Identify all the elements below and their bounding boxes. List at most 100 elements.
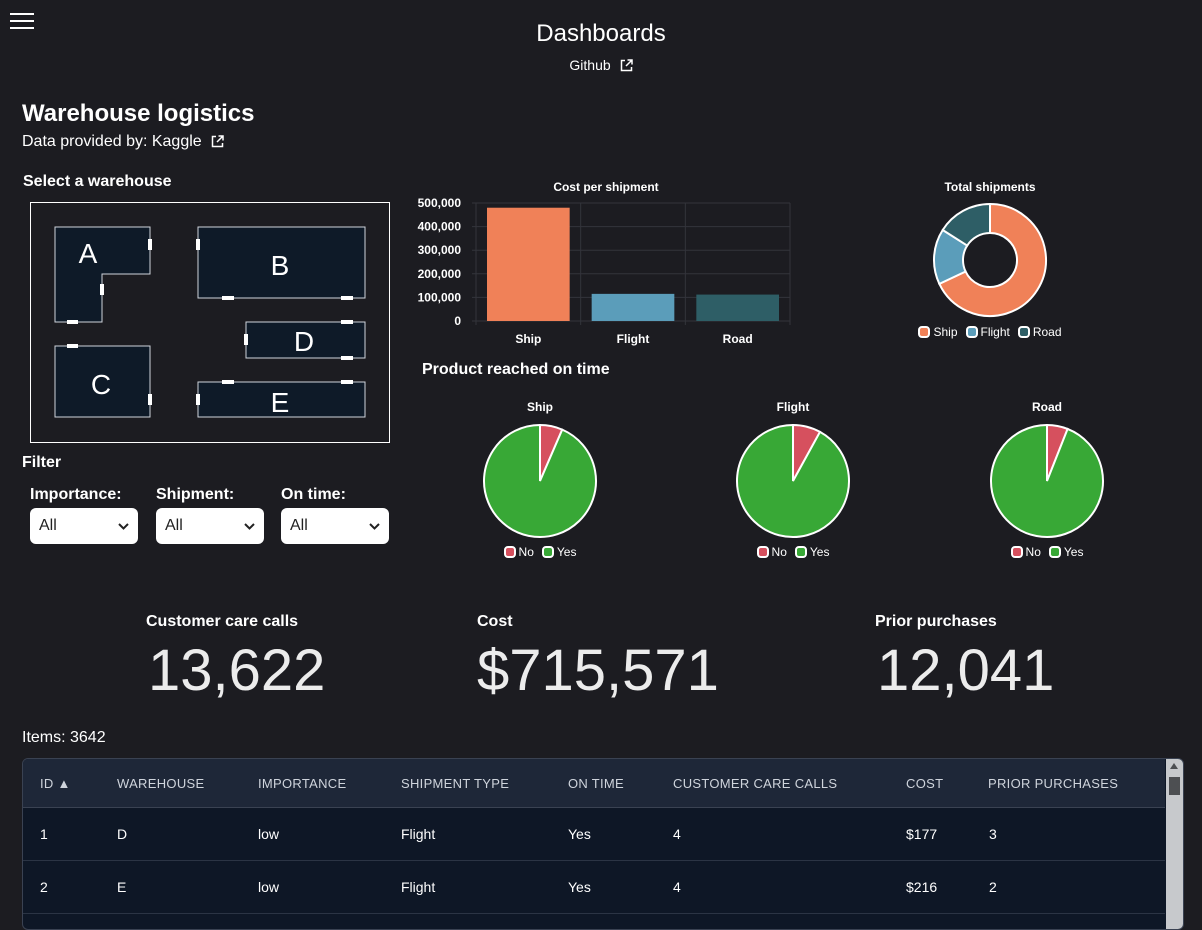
warehouse-a-label: A xyxy=(79,238,98,269)
cell-customer-care-calls: 4 xyxy=(673,879,681,895)
ship-pie-legend: No Yes xyxy=(460,545,620,559)
y-tick-label: 500,000 xyxy=(418,196,462,210)
on-time-label: On time: xyxy=(281,486,346,503)
kpi-label: Prior purchases xyxy=(875,613,997,630)
legend-swatch xyxy=(1017,326,1030,338)
x-tick-label: Flight xyxy=(617,332,650,346)
total-shipments-title: Total shipments xyxy=(944,180,1036,194)
cell-importance: low xyxy=(258,826,280,842)
legend-swatch xyxy=(1010,546,1023,558)
slice-yes[interactable] xyxy=(990,423,1104,538)
page-title: Warehouse logistics xyxy=(22,100,255,127)
importance-label: Importance: xyxy=(30,486,122,503)
column-header-customer-care-calls[interactable]: CUSTOMER CARE CALLS xyxy=(673,775,838,791)
legend-yes[interactable]: Yes xyxy=(794,545,830,559)
legend-swatch xyxy=(965,326,978,338)
column-header-importance[interactable]: IMPORTANCE xyxy=(258,775,347,791)
table-header: ID ▲ WAREHOUSE IMPORTANCE SHIPMENT TYPE … xyxy=(23,759,1165,808)
cell-shipment-type: Flight xyxy=(401,826,436,842)
column-header-id[interactable]: ID ▲ xyxy=(40,775,71,791)
slice-yes[interactable] xyxy=(736,423,850,538)
table-scrollbar[interactable] xyxy=(1166,759,1183,929)
warehouse-c-label: C xyxy=(91,369,111,400)
menu-icon[interactable] xyxy=(10,13,34,31)
warehouse-a[interactable] xyxy=(54,226,151,323)
legend-road[interactable]: Road xyxy=(1017,325,1062,339)
warehouse-c[interactable] xyxy=(54,345,151,418)
warehouse-e[interactable] xyxy=(197,381,366,418)
table-row[interactable]: 2 E low Flight Yes 4 $216 2 xyxy=(23,861,1165,914)
slice-road[interactable] xyxy=(941,202,991,247)
cost-chart-title: Cost per shipment xyxy=(553,180,659,194)
legend-no[interactable]: No xyxy=(1010,545,1041,559)
filter-label: Filter xyxy=(22,454,62,471)
bar-ship[interactable] xyxy=(487,207,570,321)
table-row[interactable]: 1 D low Flight Yes 4 $177 3 xyxy=(23,808,1165,861)
cost-per-shipment-chart: 500,000 400,000 300,000 200,000 100,000 0 Ship… xyxy=(418,196,791,346)
total-shipments-legend: Ship Flight Road xyxy=(880,325,1100,339)
slice-ship[interactable] xyxy=(937,202,1047,317)
github-label: Github xyxy=(569,57,611,73)
data-source: Data provided by: Kaggle xyxy=(22,133,224,151)
legend-ship[interactable]: Ship xyxy=(918,325,958,339)
github-link[interactable]: Github xyxy=(0,57,1202,73)
y-tick-label: 100,000 xyxy=(418,290,462,304)
chevron-down-icon xyxy=(118,522,129,530)
chevron-down-icon xyxy=(369,522,380,530)
column-header-prior-purchases[interactable]: PRIOR PURCHASES xyxy=(988,775,1119,791)
legend-label: Road xyxy=(1032,325,1062,339)
data-source-prefix: Data provided by: xyxy=(22,133,148,150)
scrollbar-thumb[interactable] xyxy=(1169,777,1180,795)
warehouse-map: A B C D E xyxy=(30,202,390,443)
bar-flight[interactable] xyxy=(591,293,675,321)
column-header-warehouse[interactable]: WAREHOUSE xyxy=(117,775,205,791)
flight-pie-title: Flight xyxy=(776,400,810,414)
app-title: Dashboards xyxy=(536,20,666,47)
legend-no[interactable]: No xyxy=(756,545,787,559)
column-header-on-time[interactable]: ON TIME xyxy=(568,775,625,791)
legend-yes[interactable]: Yes xyxy=(1048,545,1084,559)
items-count: Items: 3642 xyxy=(22,729,106,746)
slice-yes[interactable] xyxy=(483,423,597,538)
legend-label: Yes xyxy=(556,545,577,559)
on-time-section-title: Product reached on time xyxy=(422,361,610,378)
warehouse-b[interactable] xyxy=(197,226,366,299)
legend-no[interactable]: No xyxy=(503,545,534,559)
kpi-prior-purchases: Prior purchases 12,041 xyxy=(875,613,1054,704)
cell-cost: $216 xyxy=(906,879,938,895)
bar-road[interactable] xyxy=(696,294,779,321)
column-header-cost[interactable]: COST xyxy=(906,775,944,791)
scroll-up-icon[interactable] xyxy=(1170,763,1178,769)
y-tick-label: 300,000 xyxy=(418,243,462,257)
warehouse-d[interactable] xyxy=(245,321,366,359)
legend-label: No xyxy=(518,545,534,559)
x-tick-label: Ship xyxy=(515,332,541,346)
total-shipments-chart xyxy=(933,202,1047,317)
legend-label: Flight xyxy=(980,325,1010,339)
legend-label: No xyxy=(1025,545,1041,559)
cell-id: 2 xyxy=(40,879,48,895)
column-header-shipment-type[interactable]: SHIPMENT TYPE xyxy=(401,775,510,791)
ship-on-time-chart xyxy=(483,423,597,538)
cell-prior-purchases: 3 xyxy=(989,826,997,842)
legend-swatch xyxy=(794,546,807,558)
legend-yes[interactable]: Yes xyxy=(541,545,577,559)
kaggle-link[interactable]: Kaggle xyxy=(151,133,202,150)
kpi-value: 12,041 xyxy=(877,638,1055,703)
shipment-label: Shipment: xyxy=(156,486,235,503)
legend-label: Yes xyxy=(1063,545,1084,559)
warehouse-b-label: B xyxy=(271,250,290,281)
y-tick-label: 0 xyxy=(454,314,461,328)
kpi-label: Customer care calls xyxy=(146,613,299,630)
on-time-select[interactable]: All xyxy=(281,508,389,544)
y-tick-label: 200,000 xyxy=(418,267,462,281)
shipment-select[interactable]: All xyxy=(156,508,264,544)
shipment-value: All xyxy=(165,517,183,534)
legend-flight[interactable]: Flight xyxy=(965,325,1010,339)
importance-select[interactable]: All xyxy=(30,508,138,544)
legend-label: Ship xyxy=(933,325,958,339)
cell-cost: $177 xyxy=(906,826,938,842)
cell-importance: low xyxy=(258,879,280,895)
legend-label: No xyxy=(771,545,787,559)
legend-label: Yes xyxy=(809,545,830,559)
